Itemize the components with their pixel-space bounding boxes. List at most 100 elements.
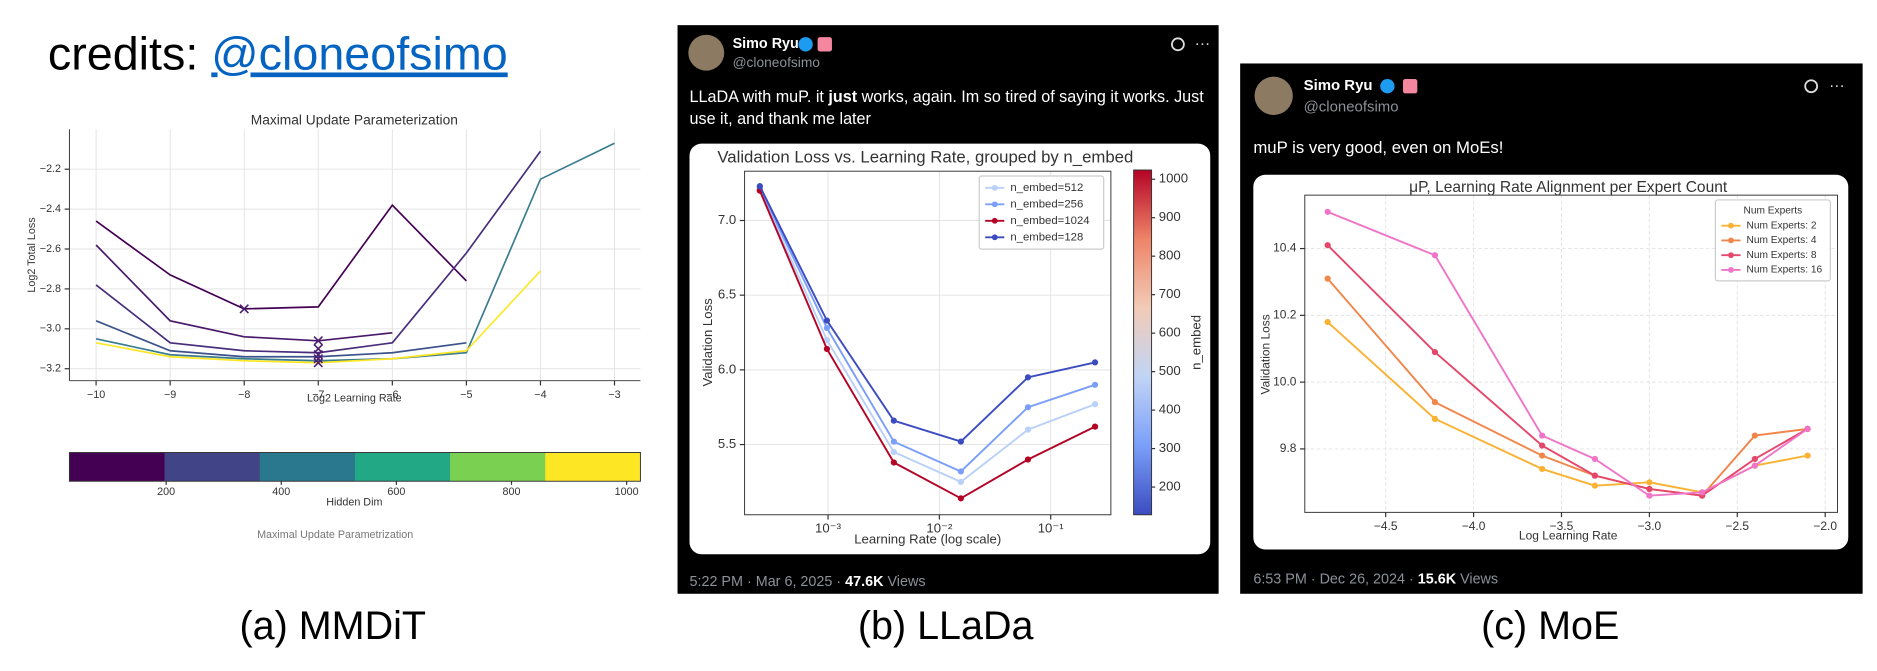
credits-label: credits: xyxy=(48,28,211,80)
x-tick-label: −4.5 xyxy=(1374,519,1398,533)
y-tick-label: −2.8 xyxy=(40,283,61,295)
series-line xyxy=(95,150,542,354)
colorbar-bin xyxy=(545,452,641,482)
colorbar-label: n_embed xyxy=(1189,315,1204,370)
x-tick-label: −7 xyxy=(312,389,324,401)
legend-swatch xyxy=(991,201,998,208)
point xyxy=(1431,348,1439,356)
point xyxy=(1646,492,1653,499)
y-tick-label: 6.5 xyxy=(718,287,736,302)
point xyxy=(890,438,897,445)
more-icon[interactable]: ··· xyxy=(1829,77,1845,94)
caption: (c) MoE xyxy=(1481,604,1619,648)
colorbar xyxy=(1133,170,1152,515)
point xyxy=(1699,489,1706,496)
badge-icon xyxy=(817,37,832,52)
y-tick-label: 10.2 xyxy=(1273,308,1297,322)
series-line xyxy=(758,187,1096,473)
series-line xyxy=(95,203,467,310)
x-axis-label: Log Learning Rate xyxy=(1519,528,1618,542)
credits: credits: @cloneofsimo xyxy=(48,28,508,80)
colorbar-tick-label: 1000 xyxy=(1159,171,1188,186)
legend-label: n_embed=256 xyxy=(1010,198,1083,210)
point xyxy=(1431,252,1439,259)
point xyxy=(1431,399,1439,406)
badge-icon xyxy=(1402,79,1418,94)
time: 6:53 PM · Dec 26, 2024 · xyxy=(1253,571,1417,587)
chart: 5.5 6.0 6.5 7.0 10⁻³ 10⁻² 10⁻¹ Validation Loss … xyxy=(700,147,1203,546)
colorbar-tick-label: 900 xyxy=(1159,209,1181,224)
legend-swatch xyxy=(991,184,998,191)
author-name[interactable]: Simo Ryu xyxy=(733,36,799,52)
colorbar-bin xyxy=(450,452,546,482)
point xyxy=(1539,452,1546,459)
colorbar-tick-label: 300 xyxy=(1159,440,1181,455)
point xyxy=(823,317,831,324)
x-tick-label: −3 xyxy=(608,389,620,401)
chart-card xyxy=(1253,174,1849,550)
more-icon[interactable]: ··· xyxy=(1195,35,1211,52)
colorbar-tick-label: 400 xyxy=(272,486,290,498)
text: works, again. Im so tired of saying it w… xyxy=(857,88,1204,106)
series-line xyxy=(95,244,393,342)
chart: 9.8 10.0 10.2 10.4 −4.5 −4.0 −3.5 −3.0 −2.5 −2.0 μ… xyxy=(1259,179,1838,542)
series-line xyxy=(1327,210,1809,497)
x-axis-label: Log2 Learning Rate xyxy=(307,392,402,404)
colorbar-bin xyxy=(164,452,261,482)
legend-label: Num Experts: 4 xyxy=(1747,235,1817,246)
point xyxy=(823,324,831,332)
legend-swatch xyxy=(991,217,998,224)
tweet-footer: 5:22 PM · Mar 6, 2025 · 47.6K Views xyxy=(690,574,926,590)
x-tick-label: −3.5 xyxy=(1550,519,1574,533)
views: 15.6K xyxy=(1418,571,1457,587)
x-tick-label: −5 xyxy=(460,389,472,401)
point xyxy=(1751,462,1758,469)
time: 5:22 PM · Mar 6, 2025 · xyxy=(690,574,846,590)
y-tick-label: −3.0 xyxy=(40,323,61,335)
y-tick-label: −2.2 xyxy=(40,163,61,175)
x-tick-label: −2.5 xyxy=(1725,519,1749,533)
point xyxy=(890,417,897,424)
point xyxy=(756,183,763,190)
point xyxy=(1324,275,1331,282)
legend-label: n_embed=1024 xyxy=(1010,215,1089,227)
x-axis-label: Learning Rate (log scale) xyxy=(854,531,1001,546)
x-tick-label: −10 xyxy=(87,389,105,401)
credits-link[interactable]: @cloneofsimo xyxy=(211,28,507,80)
x-tick-label: −9 xyxy=(164,389,176,401)
x-tick-label: −4.0 xyxy=(1462,519,1486,533)
colorbar-label: Hidden Dim xyxy=(326,497,382,509)
colorbar-tick-label: 600 xyxy=(387,486,405,498)
author-handle[interactable]: @cloneofsimo xyxy=(733,55,821,70)
axes-frame xyxy=(744,170,1112,516)
chart-title: μP, Learning Rate Alignment per Expert C… xyxy=(1409,179,1728,196)
point xyxy=(1324,318,1331,326)
avatar[interactable] xyxy=(688,34,725,71)
colorbar-tick-label: 200 xyxy=(1159,479,1181,494)
x-tick-label: 10⁻³ xyxy=(815,521,842,536)
legend-box xyxy=(978,175,1105,250)
axes-frame xyxy=(1304,194,1838,513)
grok-icon[interactable] xyxy=(1171,37,1185,52)
grok-icon[interactable] xyxy=(1804,79,1819,94)
colorbar-bin xyxy=(259,452,356,482)
author-name[interactable]: Simo Ryu xyxy=(1304,77,1373,94)
author-handle[interactable]: @cloneofsimo xyxy=(1304,99,1399,116)
text-bold: just xyxy=(827,88,857,106)
legend-label: n_embed=512 xyxy=(1010,182,1083,194)
y-tick-label: 7.0 xyxy=(718,212,736,227)
x-tick-label: −2.0 xyxy=(1813,519,1837,533)
y-tick-label: 6.0 xyxy=(718,361,736,376)
point xyxy=(1591,455,1598,463)
legend-label: Num Experts: 8 xyxy=(1747,250,1817,261)
caption: (b) LLaDa xyxy=(858,604,1034,648)
y-tick-label: −3.2 xyxy=(40,363,61,375)
avatar[interactable] xyxy=(1254,76,1293,115)
minimum-marker xyxy=(239,304,249,314)
verified-badge xyxy=(798,37,813,52)
x-tick-label: −4 xyxy=(534,389,546,401)
point xyxy=(1024,374,1032,381)
legend-swatch xyxy=(1728,252,1734,259)
point xyxy=(1324,242,1331,249)
